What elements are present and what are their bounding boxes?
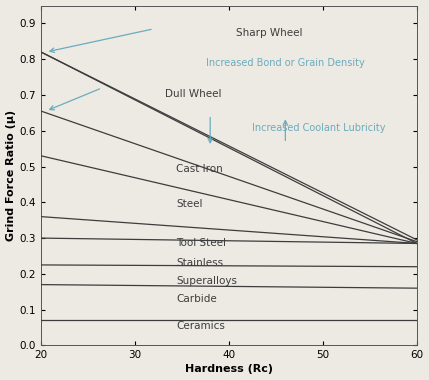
Text: Increased Coolant Lubricity: Increased Coolant Lubricity: [251, 123, 385, 133]
X-axis label: Hardness (Rc): Hardness (Rc): [185, 364, 273, 374]
Text: Tool Steel: Tool Steel: [176, 238, 227, 249]
Text: Superalloys: Superalloys: [176, 276, 237, 286]
Text: Sharp Wheel: Sharp Wheel: [236, 28, 303, 38]
Text: Steel: Steel: [176, 199, 203, 209]
Text: Stainless: Stainless: [176, 258, 224, 268]
Y-axis label: Grind Force Ratio (μ): Grind Force Ratio (μ): [6, 110, 15, 241]
Text: Cast Iron: Cast Iron: [176, 164, 223, 174]
Text: Increased Bond or Grain Density: Increased Bond or Grain Density: [206, 58, 365, 68]
Text: Carbide: Carbide: [176, 294, 217, 304]
Text: Ceramics: Ceramics: [176, 321, 225, 331]
Text: Dull Wheel: Dull Wheel: [165, 89, 222, 99]
